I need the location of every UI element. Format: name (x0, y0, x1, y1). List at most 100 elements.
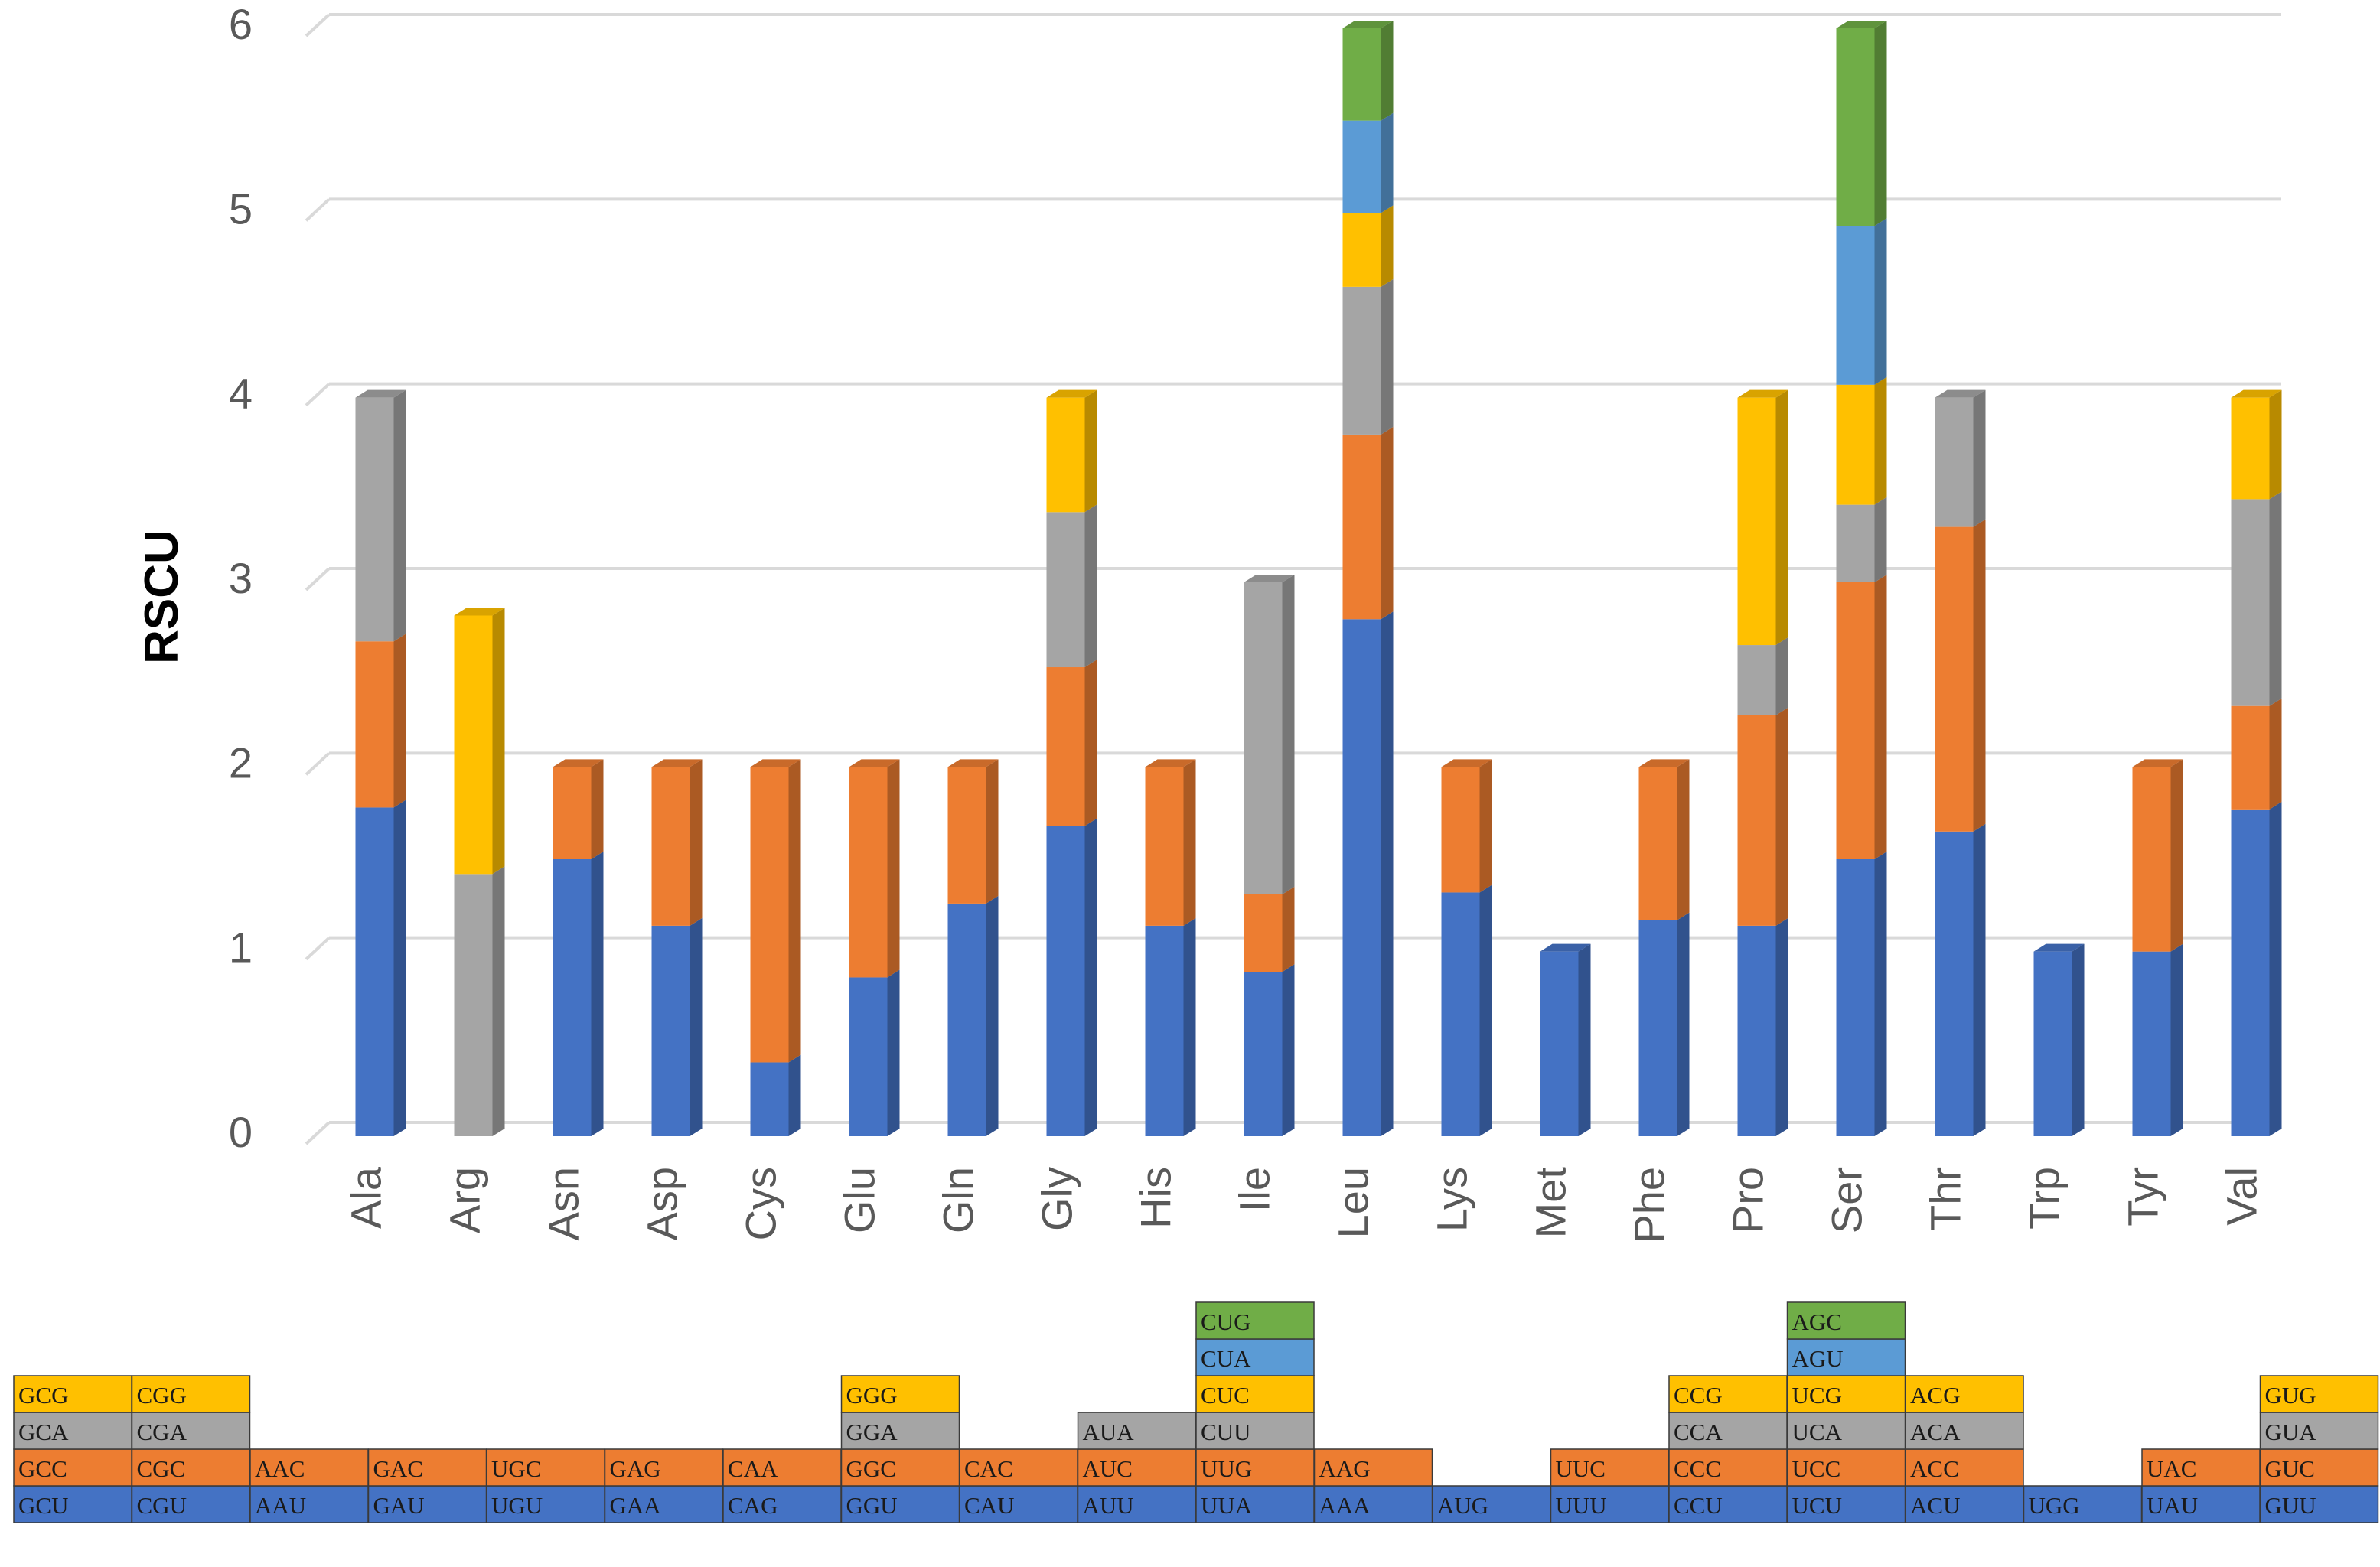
codon-label: GAG (610, 1455, 661, 1482)
bar-segment-side (393, 800, 406, 1136)
y-tick-label: 4 (229, 370, 253, 418)
codon-label: GUA (2265, 1419, 2317, 1445)
bar-segment (1540, 951, 1579, 1136)
codon-cell-bg (367, 1448, 487, 1487)
codon-label: UAC (2147, 1455, 2196, 1482)
codon-legend-table: GCU GCC GCA GCG CGU CGC CGA CGG AAU AAC GAU GAC UGU U… (13, 1301, 2379, 1523)
bar-segment (1836, 384, 1875, 505)
bars (355, 21, 2282, 1136)
codon-cell-bg (840, 1448, 960, 1487)
codon-label: CGA (137, 1419, 187, 1445)
codon-label: CAU (964, 1492, 1014, 1519)
bar-segment (849, 767, 888, 978)
codon-cell: GUU (2259, 1485, 2379, 1523)
codon-cell: ACU (1905, 1485, 2024, 1523)
bar-stack-his (1145, 759, 1196, 1136)
bar-segment (1935, 831, 1974, 1136)
codon-label: ACA (1910, 1419, 1961, 1445)
codon-cell-bg (2259, 1412, 2379, 1450)
codon-cell-bg (1313, 1485, 1433, 1523)
bar-segment-side (887, 759, 900, 978)
bar-segment (1046, 512, 1085, 668)
codon-label: CGG (137, 1382, 187, 1409)
bar-stack-gln (947, 759, 999, 1136)
bar-segment-side (1578, 943, 1591, 1136)
codon-cell-bg (1668, 1485, 1788, 1523)
codon-cell: UCG (1786, 1375, 1906, 1413)
codon-label: CUC (1201, 1382, 1250, 1409)
bar-stack-lys (1441, 759, 1492, 1136)
codon-cell: AAA (1313, 1485, 1433, 1523)
bar-segment (1342, 28, 1381, 121)
codon-cell: AGU (1786, 1338, 1906, 1376)
gridline-diag (305, 197, 331, 222)
codon-label: GUC (2265, 1455, 2315, 1482)
bar-stack-arg (454, 608, 505, 1136)
bar-segment (1737, 397, 1776, 646)
bar-segment (1145, 925, 1184, 1136)
codon-cell: CCU (1668, 1485, 1788, 1523)
codon-label: AUG (1437, 1492, 1488, 1519)
codon-cell: GUG (2259, 1375, 2379, 1413)
bar-segment (1836, 28, 1875, 226)
x-tick-label: Ala (342, 1166, 390, 1229)
codon-label: UAU (2147, 1492, 2198, 1519)
codon-cell: GCG (13, 1375, 132, 1413)
codon-cell-bg (604, 1485, 724, 1523)
codon-cell: AAU (249, 1485, 369, 1523)
x-tick-label: Tyr (2119, 1167, 2167, 1227)
bar-segment (454, 615, 493, 875)
bar-segment (1244, 972, 1283, 1136)
codon-cell-bg (840, 1375, 960, 1413)
bar-top (2132, 759, 2183, 767)
y-axis-ticks: 0 1 2 3 4 5 6 (229, 0, 253, 1156)
codon-label: UUC (1556, 1455, 1606, 1482)
bar-segment-side (1381, 21, 1394, 121)
bar-segment-side (1775, 389, 1788, 646)
bar-segment (1342, 619, 1381, 1136)
codon-label: AAC (255, 1455, 305, 1482)
codon-cell: UUG (1195, 1448, 1315, 1487)
x-tick-label: Pro (1724, 1167, 1772, 1233)
codon-cell-bg (1195, 1412, 1315, 1450)
codon-cell: UCA (1786, 1412, 1906, 1450)
bar-stack-asp (651, 759, 703, 1136)
x-tick-label: Val (2218, 1167, 2266, 1226)
codon-cell-bg (1077, 1448, 1197, 1487)
bar-segment (651, 925, 690, 1136)
bar-segment-side (1084, 389, 1097, 513)
x-tick-label: Ile (1231, 1167, 1279, 1212)
codon-cell: GCC (13, 1448, 132, 1487)
codon-cell-bg (1195, 1338, 1315, 1376)
codon-label: AAA (1319, 1492, 1371, 1519)
codon-cell: UAU (2141, 1485, 2261, 1523)
x-tick-label: Trp (2020, 1167, 2069, 1230)
bar-stack-pro (1737, 389, 1788, 1136)
x-tick-label: His (1132, 1167, 1180, 1229)
bar-segment-side (1183, 759, 1196, 926)
bar-segment (355, 397, 394, 642)
bar-segment-side (1282, 575, 1295, 894)
codon-cell-bg (131, 1412, 251, 1450)
codon-cell-bg (249, 1485, 369, 1523)
x-tick-label: Arg (441, 1167, 489, 1233)
gridline-diag (305, 567, 331, 591)
bar-top (1244, 575, 1295, 582)
codon-label: UGC (491, 1455, 541, 1482)
bar-top (1145, 759, 1196, 767)
codon-cell-bg (1195, 1375, 1315, 1413)
gridline-diag (305, 937, 331, 961)
codon-cell: CGG (131, 1375, 251, 1413)
bar-segment-side (1874, 218, 1887, 385)
bar-stack-met (1540, 943, 1591, 1136)
bar-segment-side (1775, 707, 1788, 926)
codon-cell: CUC (1195, 1375, 1315, 1413)
codon-cell: GUA (2259, 1412, 2379, 1450)
codon-label: CCC (1674, 1455, 1721, 1482)
bar-segment (1737, 925, 1776, 1136)
codon-cell-bg (1905, 1448, 2024, 1487)
codon-cell: CCG (1668, 1375, 1788, 1413)
bar-top (1935, 389, 1986, 398)
bar-segment (1342, 120, 1381, 213)
